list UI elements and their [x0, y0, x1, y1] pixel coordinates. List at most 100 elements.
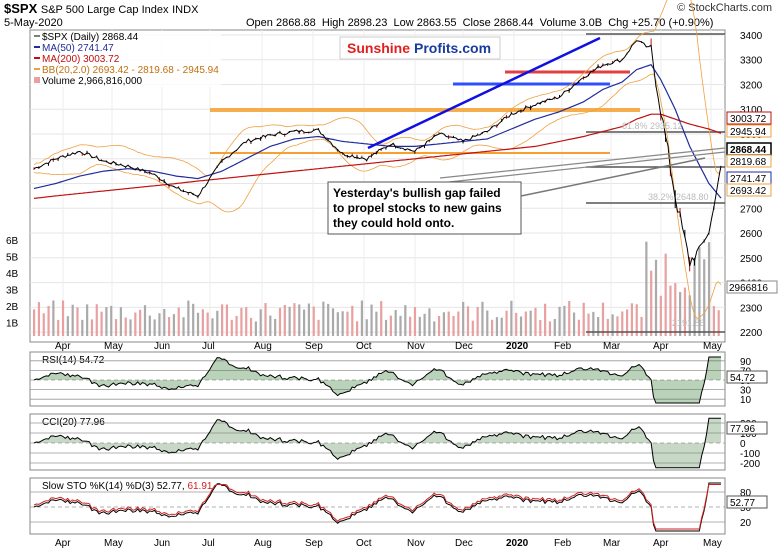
sto-panel: Slow STO %K(14) %D(3) 52.77, 61.91 80502… [30, 481, 768, 532]
volume-bar [380, 301, 383, 336]
legend-ma50: MA(50) 2741.47 [42, 43, 114, 54]
volume-bar [42, 313, 45, 336]
annotation-bg [327, 181, 522, 235]
bb-mid-tag-text: 2819.68 [730, 157, 767, 168]
annotation-line-2: to propel stocks to new gains [333, 201, 502, 215]
panel-line [33, 482, 721, 532]
volume-bar [327, 303, 330, 336]
volume-bar [177, 307, 180, 336]
bb-lower-line [33, 73, 722, 319]
volume-bar [389, 315, 392, 336]
volume-bar [616, 316, 619, 336]
x-tick-label-bottom: Sep [305, 538, 323, 549]
index-name: S&P 500 Large Cap Index [40, 4, 169, 16]
panel-level-label: 90 [740, 357, 752, 368]
close-label: Close [462, 17, 491, 29]
annotation-pointer [520, 157, 706, 197]
volume-bar [394, 310, 397, 336]
volume-bar [399, 315, 402, 336]
bb-lower-tag-text: 2693.42 [730, 186, 767, 197]
volume-bar [717, 310, 720, 336]
volume-bar [201, 309, 204, 336]
x-tick-label: Sep [305, 341, 323, 352]
rsi-value-tag-text: 54.72 [730, 373, 755, 384]
volume-bar [597, 317, 600, 336]
x-tick-label-bottom: Jun [154, 538, 170, 549]
volume-bar [495, 317, 499, 336]
volume-bar [351, 305, 354, 336]
volume-bar [167, 316, 171, 336]
y-tick-label: 2300 [740, 303, 763, 314]
volume-bar [625, 309, 629, 336]
volume-bar [298, 304, 301, 336]
volume-bar [447, 311, 450, 336]
legend-volume: Volume 2,966,816,000 [42, 76, 143, 87]
x-tick-label: Dec [455, 341, 473, 352]
volume-bar [283, 305, 286, 336]
ma200-tag [726, 111, 772, 125]
legend-ma200: MA(200) 3003.72 [42, 54, 120, 65]
volume-bar [187, 300, 190, 336]
bb-lower-tag [726, 183, 772, 197]
sto-legend: Slow STO %K(14) %D(3) 52.77, 61.91 [42, 481, 213, 492]
chart-title: $SPX S&P 500 Large Cap Index INDX [4, 1, 198, 16]
volume-bar [52, 300, 55, 336]
volume-bar [582, 302, 585, 336]
panel-level-label: 80 [740, 488, 752, 499]
volume-bar [630, 303, 634, 336]
volume-bar [462, 301, 465, 336]
x-tick-label-bottom: Jul [202, 538, 215, 549]
volume-bar [312, 306, 315, 336]
volume-bar [466, 306, 470, 336]
volume-bar [433, 321, 436, 336]
volume-bar [707, 242, 711, 336]
quote-bar: Open 2868.88 High 2898.23 Low 2863.55 Cl… [246, 17, 713, 29]
bb-upper-tag-text: 2945.94 [730, 127, 767, 138]
volume-bar [249, 317, 253, 336]
y-tick-label: 2700 [740, 204, 763, 215]
volume-bar [650, 270, 653, 336]
volume-bar [524, 311, 527, 336]
volume-bar [153, 319, 156, 336]
volume-bar [57, 319, 60, 336]
x-tick-label-bottom: Apr [55, 538, 71, 549]
close-tag-text: 2868.44 [730, 145, 767, 156]
x-tick-label-bottom: May [104, 538, 123, 549]
volume-bar [423, 313, 426, 336]
volume-bar [317, 319, 320, 336]
volume-bar [274, 318, 277, 336]
logo-part1: Sunshine [347, 40, 410, 56]
volume-bar [76, 307, 79, 336]
panel-line [33, 356, 721, 404]
right-tags: 3003.72 2945.94 2868.44 2819.68 2741.47 … [726, 111, 778, 294]
chart-date: 5-May-2020 [4, 17, 63, 29]
y-tick-label: 2500 [740, 254, 763, 265]
volume-tick-label: 1B [6, 319, 19, 330]
chart-header: $SPX S&P 500 Large Cap Index INDX 5-May-… [0, 0, 780, 32]
volume-bar [95, 304, 98, 336]
volume-bar [486, 310, 489, 336]
volume-bar [182, 317, 185, 336]
sto-legend-k: Slow STO %K(14) %D(3) 52.77, [42, 481, 185, 492]
x-tick-label: Mar [603, 341, 621, 352]
fib-618-label: 61.8% 2935.12 [622, 121, 683, 131]
rsi-value-tag [726, 370, 768, 384]
price-line [33, 40, 722, 267]
close-value: 2868.44 [493, 17, 534, 29]
volume-bar [119, 307, 122, 336]
y-tick-label: 3400 [740, 31, 763, 42]
volume-bar [211, 318, 214, 336]
volume-bar [664, 253, 667, 336]
annotation-box: Yesterday's bullish gap failed to propel… [327, 157, 706, 235]
x-tick-label-bottom: Apr [653, 538, 669, 549]
cci-value-tag-text: 77.96 [730, 424, 755, 435]
x-tick-label-bottom: Mar [603, 538, 621, 549]
volume-tick-label: 3B [6, 286, 19, 297]
trendline-blue [367, 36, 601, 150]
stockcharts-watermark[interactable]: © StockCharts.com [677, 2, 772, 14]
volume-bar [452, 315, 455, 336]
volume-bar [302, 309, 306, 336]
volume-bar [471, 320, 474, 336]
volume-tick-label: 4B [6, 269, 19, 280]
